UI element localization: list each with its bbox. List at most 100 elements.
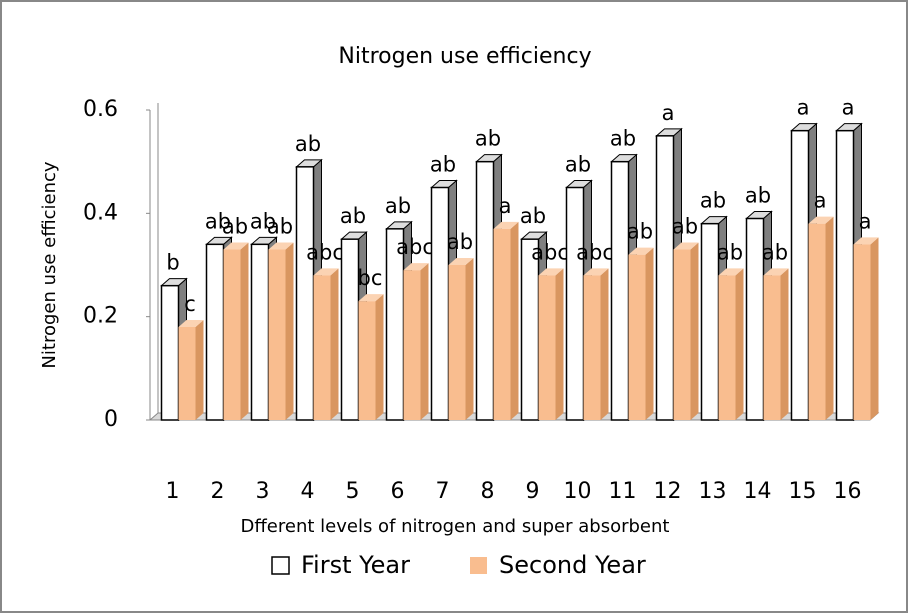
bar-top xyxy=(268,242,294,250)
significance-letter: ab xyxy=(565,153,591,177)
bar xyxy=(358,301,376,420)
significance-letter: ab xyxy=(717,240,743,264)
significance-letter: a xyxy=(499,194,512,218)
bar xyxy=(610,160,630,421)
bar xyxy=(160,284,180,421)
significance-letter: ab xyxy=(205,209,231,233)
significance-letter: ab xyxy=(520,204,546,228)
significance-letter: ab xyxy=(295,132,321,156)
x-tick-label: 1 xyxy=(166,479,180,504)
significance-letter: a xyxy=(814,189,827,213)
bar-side xyxy=(645,247,654,420)
bar xyxy=(565,186,585,421)
bar xyxy=(583,275,601,420)
bar xyxy=(178,327,196,420)
x-tick-label: 2 xyxy=(211,479,225,504)
bar xyxy=(268,249,286,420)
significance-letter: ab xyxy=(762,240,788,264)
bar xyxy=(493,228,511,420)
bar xyxy=(340,238,360,421)
x-axis-label: Dfferent levels of nitrogen and super ab… xyxy=(241,516,670,537)
y-tick-label: 0.2 xyxy=(83,304,118,329)
x-tick-label: 10 xyxy=(564,479,592,504)
bar-top xyxy=(223,242,249,250)
bar xyxy=(790,129,810,421)
bar xyxy=(853,244,871,420)
significance-letter: ab xyxy=(250,209,276,233)
bar-top xyxy=(313,268,339,276)
x-tick-label: 6 xyxy=(391,479,405,504)
significance-letter: ab xyxy=(672,215,698,239)
x-tick-label: 8 xyxy=(481,479,495,504)
bar-side xyxy=(825,216,834,420)
x-tick-label: 4 xyxy=(301,479,315,504)
legend-label: Second Year xyxy=(499,551,646,579)
legend-label: First Year xyxy=(301,551,410,579)
bar-top xyxy=(583,268,609,276)
bar xyxy=(673,249,691,420)
bar xyxy=(430,186,450,421)
x-tick-label: 11 xyxy=(609,479,637,504)
bar xyxy=(250,243,270,421)
significance-letter: ab xyxy=(475,127,501,151)
bar-top xyxy=(538,268,564,276)
bar-side xyxy=(195,320,204,420)
x-tick-label: 14 xyxy=(744,479,772,504)
bar xyxy=(538,275,556,420)
bar-top xyxy=(673,242,699,250)
significance-letter: ab xyxy=(447,230,473,254)
bar-top xyxy=(403,263,429,271)
bar-side xyxy=(510,221,519,420)
bar-top xyxy=(628,247,654,255)
significance-letter: a xyxy=(842,96,855,120)
bar-side xyxy=(465,258,474,420)
significance-letter: ab xyxy=(340,204,366,228)
x-tick-label: 9 xyxy=(526,479,540,504)
bar-side xyxy=(870,237,879,420)
bar-top xyxy=(358,294,384,302)
significance-letter: abc xyxy=(576,240,614,264)
significance-letter: ab xyxy=(222,215,248,239)
significance-letter: ab xyxy=(700,189,726,213)
bar xyxy=(808,223,826,420)
bar-side xyxy=(735,268,744,420)
bar xyxy=(520,238,540,421)
bar xyxy=(655,135,675,421)
bar xyxy=(313,275,331,420)
significance-letter: ab xyxy=(610,127,636,151)
significance-letter: a xyxy=(797,96,810,120)
y-tick-label: 0.6 xyxy=(83,97,118,122)
legend-swatch xyxy=(271,556,290,575)
bar xyxy=(403,270,421,420)
bar-top xyxy=(493,221,519,229)
significance-letter: ab xyxy=(745,184,771,208)
bar-side xyxy=(690,242,699,420)
x-tick-label: 7 xyxy=(436,479,450,504)
significance-letter: abc xyxy=(531,240,569,264)
significance-letter: ab xyxy=(385,194,411,218)
significance-letter: b xyxy=(166,251,179,275)
bar-side xyxy=(420,263,429,420)
significance-letter: ab xyxy=(430,153,456,177)
y-axis-label: Nitrogen use efficiency xyxy=(39,161,60,369)
x-tick-label: 12 xyxy=(654,479,682,504)
significance-letter: abc xyxy=(306,240,344,264)
legend-swatch xyxy=(470,557,487,574)
significance-letter: ab xyxy=(627,220,653,244)
chart-title: Nitrogen use efficiency xyxy=(338,44,591,69)
x-tick-label: 3 xyxy=(256,479,270,504)
y-tick-label: 0 xyxy=(104,407,118,432)
bar-top xyxy=(808,216,834,224)
bar xyxy=(223,249,241,420)
bar xyxy=(718,275,736,420)
bar-side xyxy=(555,268,564,420)
x-tick-label: 15 xyxy=(789,479,817,504)
bar xyxy=(628,254,646,420)
significance-letter: ab xyxy=(267,215,293,239)
bar-side xyxy=(600,268,609,420)
bar-side xyxy=(285,242,294,420)
bar xyxy=(763,275,781,420)
bar-top xyxy=(763,268,789,276)
bar-side xyxy=(780,268,789,420)
